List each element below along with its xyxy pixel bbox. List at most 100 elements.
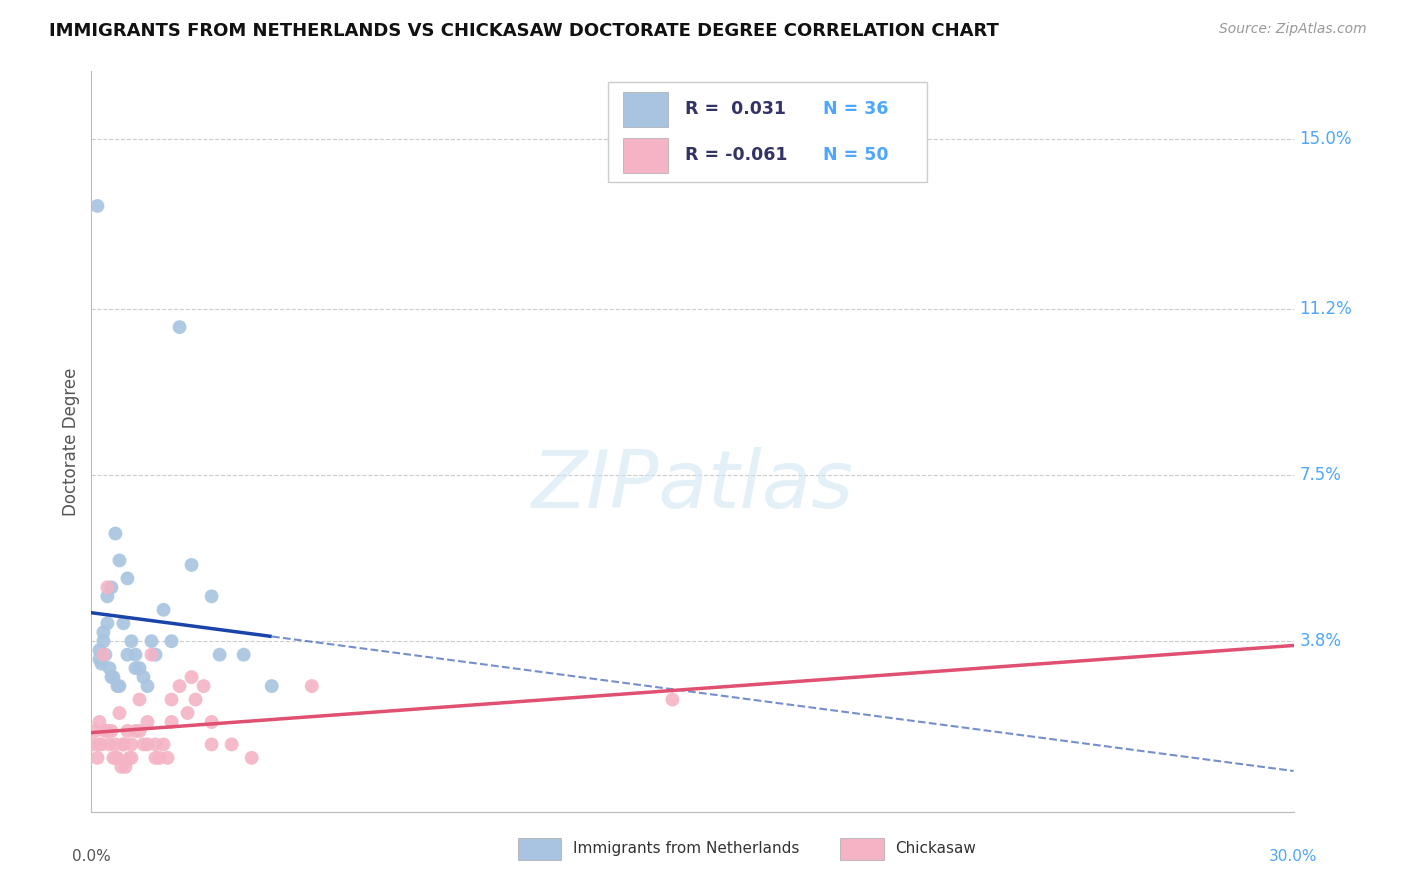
- Point: [124, 648, 146, 662]
- Text: 30.0%: 30.0%: [1270, 849, 1317, 863]
- Point: [103, 670, 125, 684]
- Text: R = -0.061: R = -0.061: [685, 146, 787, 164]
- Point: [132, 738, 155, 752]
- Point: [152, 738, 174, 752]
- Point: [110, 760, 132, 774]
- Point: [108, 553, 131, 567]
- Point: [136, 679, 159, 693]
- Point: [232, 648, 254, 662]
- Point: [84, 723, 107, 738]
- Point: [160, 714, 183, 729]
- Point: [661, 692, 683, 706]
- Point: [128, 661, 150, 675]
- Point: [156, 751, 179, 765]
- Point: [145, 648, 167, 662]
- Point: [160, 634, 183, 648]
- Point: [180, 670, 202, 684]
- Point: [89, 643, 111, 657]
- Point: [124, 661, 146, 675]
- Point: [114, 760, 136, 774]
- Point: [128, 692, 150, 706]
- Point: [141, 634, 163, 648]
- FancyBboxPatch shape: [623, 138, 668, 173]
- Point: [96, 580, 118, 594]
- Text: 15.0%: 15.0%: [1299, 129, 1353, 148]
- Point: [148, 751, 170, 765]
- Point: [112, 616, 135, 631]
- Point: [145, 751, 167, 765]
- Point: [107, 751, 129, 765]
- Point: [90, 657, 112, 671]
- Point: [121, 751, 143, 765]
- Text: Immigrants from Netherlands: Immigrants from Netherlands: [574, 841, 800, 856]
- Point: [103, 751, 125, 765]
- Point: [107, 679, 129, 693]
- Point: [89, 738, 111, 752]
- Text: 7.5%: 7.5%: [1299, 467, 1341, 484]
- Point: [112, 738, 135, 752]
- Point: [160, 692, 183, 706]
- Point: [108, 679, 131, 693]
- Point: [117, 723, 139, 738]
- Point: [169, 679, 191, 693]
- Point: [201, 590, 224, 604]
- Point: [96, 590, 118, 604]
- Point: [136, 714, 159, 729]
- Point: [89, 652, 111, 666]
- Point: [104, 526, 127, 541]
- Point: [121, 738, 143, 752]
- Point: [100, 580, 122, 594]
- Point: [128, 723, 150, 738]
- Point: [180, 558, 202, 572]
- Point: [136, 738, 159, 752]
- Point: [100, 723, 122, 738]
- Point: [193, 679, 215, 693]
- Text: IMMIGRANTS FROM NETHERLANDS VS CHICKASAW DOCTORATE DEGREE CORRELATION CHART: IMMIGRANTS FROM NETHERLANDS VS CHICKASAW…: [49, 22, 1000, 40]
- FancyBboxPatch shape: [519, 838, 561, 860]
- Point: [145, 738, 167, 752]
- Text: ZIPatlas: ZIPatlas: [531, 447, 853, 525]
- Point: [152, 603, 174, 617]
- Point: [93, 625, 115, 640]
- Point: [86, 751, 108, 765]
- Point: [82, 738, 104, 752]
- Point: [240, 751, 263, 765]
- Point: [90, 738, 112, 752]
- Text: Chickasaw: Chickasaw: [896, 841, 977, 856]
- Point: [301, 679, 323, 693]
- Point: [93, 648, 115, 662]
- Point: [201, 714, 224, 729]
- Point: [221, 738, 243, 752]
- Point: [94, 648, 117, 662]
- Point: [108, 706, 131, 720]
- Point: [93, 634, 115, 648]
- Point: [117, 571, 139, 585]
- Point: [89, 714, 111, 729]
- Text: 11.2%: 11.2%: [1299, 301, 1353, 318]
- Point: [169, 320, 191, 334]
- Point: [98, 738, 121, 752]
- Point: [184, 692, 207, 706]
- Point: [104, 738, 127, 752]
- Text: 3.8%: 3.8%: [1299, 632, 1341, 650]
- Point: [98, 661, 121, 675]
- Point: [112, 738, 135, 752]
- Point: [100, 670, 122, 684]
- Point: [201, 738, 224, 752]
- Y-axis label: Doctorate Degree: Doctorate Degree: [62, 368, 80, 516]
- Point: [132, 670, 155, 684]
- Text: N = 50: N = 50: [824, 146, 889, 164]
- Point: [86, 199, 108, 213]
- Point: [260, 679, 283, 693]
- Text: R =  0.031: R = 0.031: [685, 101, 786, 119]
- Point: [124, 723, 146, 738]
- Point: [208, 648, 231, 662]
- Point: [121, 634, 143, 648]
- Point: [96, 723, 118, 738]
- FancyBboxPatch shape: [623, 92, 668, 127]
- Point: [141, 648, 163, 662]
- FancyBboxPatch shape: [841, 838, 883, 860]
- Point: [104, 751, 127, 765]
- Point: [118, 751, 141, 765]
- Point: [96, 616, 118, 631]
